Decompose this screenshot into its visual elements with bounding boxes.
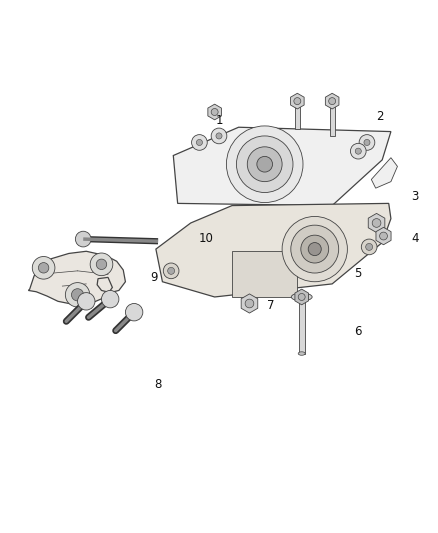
Text: 9: 9 [150, 271, 158, 284]
Text: 5: 5 [355, 266, 362, 279]
Circle shape [75, 231, 91, 247]
Circle shape [361, 239, 377, 255]
Text: 7: 7 [268, 299, 275, 312]
Circle shape [364, 140, 370, 146]
Circle shape [355, 148, 361, 154]
Text: 3: 3 [411, 190, 419, 204]
Polygon shape [295, 289, 308, 305]
Circle shape [301, 235, 328, 263]
Circle shape [298, 294, 305, 301]
Circle shape [308, 243, 321, 256]
Circle shape [168, 268, 175, 274]
Text: 6: 6 [354, 325, 362, 338]
Text: 1: 1 [215, 114, 223, 127]
Circle shape [211, 128, 227, 144]
Circle shape [380, 232, 388, 240]
Text: 10: 10 [198, 232, 213, 245]
Circle shape [328, 98, 336, 104]
Text: 2: 2 [376, 110, 384, 123]
Circle shape [226, 126, 303, 203]
Polygon shape [290, 93, 304, 109]
Text: 4: 4 [411, 232, 419, 245]
FancyBboxPatch shape [295, 101, 300, 130]
Polygon shape [241, 294, 258, 313]
Polygon shape [173, 127, 391, 206]
FancyBboxPatch shape [299, 297, 305, 353]
Circle shape [125, 303, 143, 321]
Polygon shape [208, 104, 222, 120]
Circle shape [65, 282, 90, 307]
Text: 8: 8 [154, 377, 162, 391]
Circle shape [291, 225, 339, 273]
Circle shape [96, 259, 107, 270]
Polygon shape [325, 93, 339, 109]
Circle shape [39, 263, 49, 273]
Circle shape [102, 290, 119, 308]
Circle shape [196, 140, 202, 146]
Polygon shape [376, 228, 391, 245]
Circle shape [216, 133, 222, 139]
Polygon shape [371, 158, 397, 188]
Circle shape [90, 253, 113, 276]
Circle shape [282, 216, 347, 282]
Circle shape [366, 244, 373, 251]
Circle shape [245, 299, 254, 308]
Circle shape [32, 256, 55, 279]
Circle shape [359, 135, 375, 150]
Circle shape [163, 263, 179, 279]
Circle shape [211, 109, 218, 116]
Circle shape [247, 147, 282, 182]
Circle shape [372, 219, 381, 228]
Circle shape [78, 293, 95, 310]
Circle shape [257, 156, 272, 172]
FancyBboxPatch shape [329, 101, 335, 136]
Circle shape [191, 135, 207, 150]
Circle shape [71, 289, 84, 301]
Polygon shape [368, 213, 385, 232]
Polygon shape [28, 251, 125, 305]
Polygon shape [156, 204, 391, 297]
Circle shape [350, 143, 366, 159]
Ellipse shape [291, 293, 312, 301]
Ellipse shape [298, 352, 305, 356]
Polygon shape [232, 251, 297, 297]
Circle shape [237, 136, 293, 192]
Circle shape [294, 98, 301, 104]
